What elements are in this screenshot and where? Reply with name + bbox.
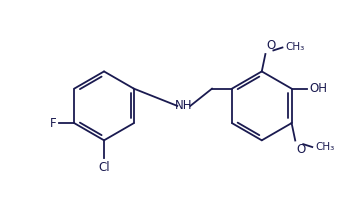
Text: NH: NH	[175, 99, 193, 112]
Text: OH: OH	[310, 82, 328, 95]
Text: CH₃: CH₃	[286, 42, 305, 53]
Text: Cl: Cl	[98, 161, 110, 174]
Text: O: O	[267, 39, 276, 52]
Text: CH₃: CH₃	[316, 142, 335, 152]
Text: F: F	[50, 117, 57, 130]
Text: O: O	[297, 143, 306, 156]
